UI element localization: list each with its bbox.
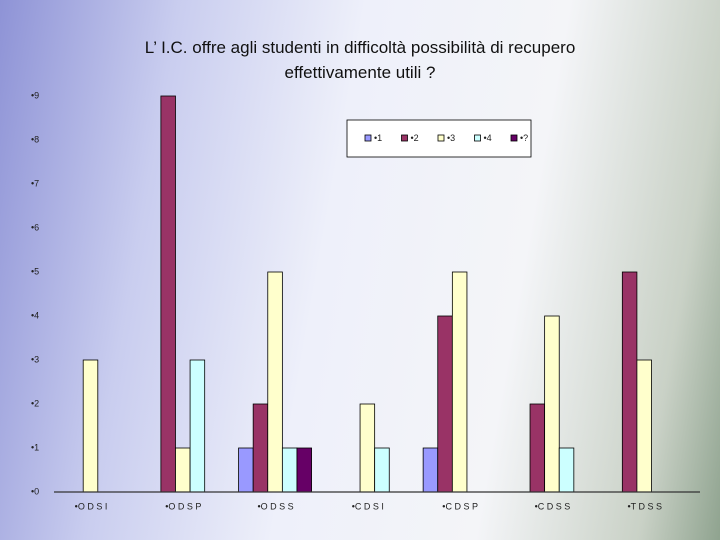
- x-tick-label: •T D S S: [627, 501, 662, 511]
- bar: [437, 315, 453, 493]
- bar: [175, 447, 191, 493]
- bar: [252, 403, 269, 493]
- y-tick-label: •6: [31, 222, 39, 232]
- bar: [558, 447, 575, 493]
- y-tick-label: •7: [31, 178, 39, 188]
- legend-swatch: [474, 134, 481, 142]
- bar: [374, 447, 390, 493]
- y-tick-label: •4: [31, 310, 39, 320]
- bar: [160, 95, 176, 493]
- bar: [544, 315, 560, 493]
- bar: [189, 359, 206, 493]
- chart-title: L’ I.C. offre agli studenti in difficolt…: [144, 38, 576, 82]
- bar: [238, 447, 254, 493]
- bar: [451, 271, 468, 493]
- y-tick-label: •0: [31, 486, 39, 496]
- x-tick-label: •O D S I: [75, 501, 108, 511]
- y-tick-label: •3: [31, 354, 39, 364]
- bar: [359, 403, 376, 493]
- legend-label: •3: [447, 133, 455, 143]
- y-tick-label: •1: [31, 442, 39, 452]
- bar: [296, 447, 312, 493]
- legend-swatch: [510, 134, 518, 142]
- x-tick-label: •C D S S: [535, 501, 571, 511]
- bar: [267, 271, 283, 493]
- x-tick-label: •C D S I: [352, 501, 384, 511]
- bar: [422, 447, 439, 493]
- bar: [82, 359, 99, 493]
- x-tick-label: •O D S S: [257, 501, 293, 511]
- legend-swatch: [437, 134, 445, 142]
- y-tick-label: •9: [31, 90, 39, 100]
- legend-label: •2: [411, 133, 419, 143]
- y-tick-label: •5: [31, 266, 39, 276]
- x-tick-label: •C D S P: [442, 501, 478, 511]
- bar: [529, 403, 546, 493]
- bar: [621, 271, 638, 493]
- legend-swatch: [401, 134, 408, 142]
- y-tick-label: •2: [31, 398, 39, 408]
- legend-label: •4: [484, 133, 492, 143]
- x-tick-label: •O D S P: [165, 501, 201, 511]
- legend-swatch: [364, 134, 372, 142]
- legend-label: •?: [520, 133, 528, 143]
- legend-label: •1: [374, 133, 382, 143]
- bar: [281, 447, 298, 493]
- y-tick-label: •8: [31, 134, 39, 144]
- bar: [636, 359, 652, 493]
